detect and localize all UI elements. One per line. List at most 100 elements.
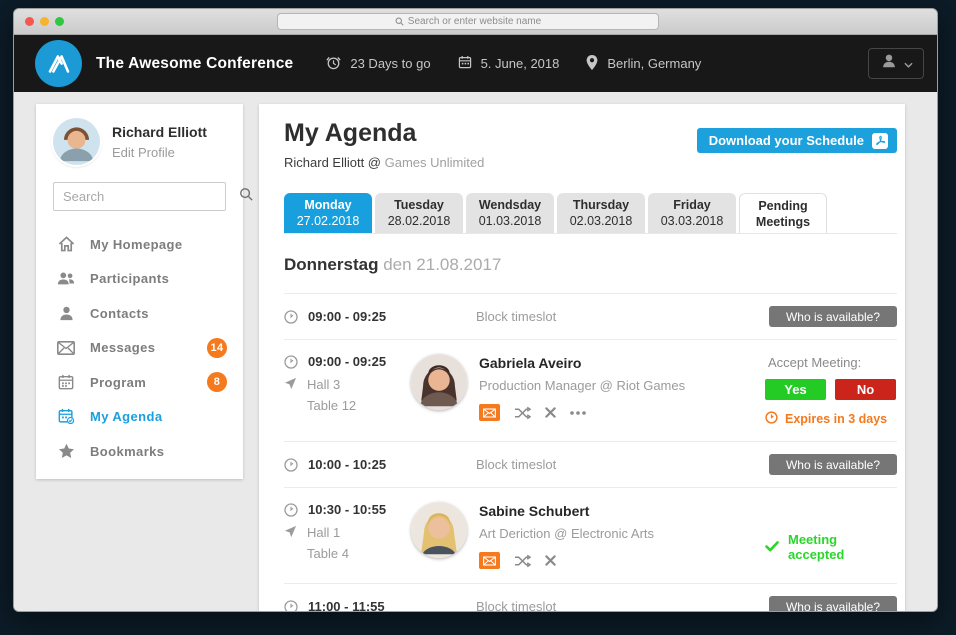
time-range: 10:00 - 10:25 <box>308 457 387 472</box>
sidebar-item-my-homepage[interactable]: My Homepage <box>36 227 243 262</box>
block-timeslot-label: Block timeslot <box>476 309 557 324</box>
clock-icon <box>284 354 298 369</box>
who-is-available-button[interactable]: Who is available? <box>769 306 897 327</box>
tab-date: 03.03.2018 <box>660 214 724 228</box>
clock-icon <box>284 502 298 517</box>
meeting-row: 10:30 - 10:55 Hall 1 Table 4 <box>284 487 897 583</box>
timeslot-row: 10:00 - 10:25 Block timeslot Who is avai… <box>284 441 897 487</box>
agenda-rows: 09:00 - 09:25 Block timeslot Who is avai… <box>284 293 897 611</box>
day-heading: Donnerstag den 21.08.2017 <box>284 255 897 275</box>
timeslot-row: 09:00 - 09:25 Block timeslot Who is avai… <box>284 293 897 339</box>
home-icon <box>57 236 75 252</box>
participant-role: Art Deriction @ Electronic Arts <box>479 526 655 541</box>
tab-day: Monday <box>304 198 352 212</box>
sidebar-item-label: Contacts <box>90 305 149 321</box>
meeting-time-location: 09:00 - 09:25 Hall 3 Table 12 <box>284 354 411 419</box>
chevron-down-icon <box>903 55 913 73</box>
event-location-text: Berlin, Germany <box>607 56 702 71</box>
program-badge: 8 <box>207 372 227 393</box>
page-title: My Agenda <box>284 119 417 147</box>
participant-role: Production Manager @ Riot Games <box>479 378 686 393</box>
sidebar-item-participants[interactable]: Participants <box>36 262 243 297</box>
check-icon <box>765 540 779 555</box>
more-options-icon[interactable] <box>570 410 586 415</box>
sidebar-item-contacts[interactable]: Contacts <box>36 296 243 331</box>
meeting-accepted-text: Meeting accepted <box>788 532 845 562</box>
time-range: 09:00 - 09:25 <box>308 309 387 324</box>
meeting-actions <box>479 552 765 569</box>
send-message-icon[interactable] <box>479 552 500 569</box>
agenda-calendar-check-icon <box>57 408 75 425</box>
subtitle-company: Games Unlimited <box>384 155 485 170</box>
alarm-clock-icon <box>325 54 342 74</box>
sidebar-item-label: Program <box>90 374 147 390</box>
sidebar: Richard Elliott Edit Profile My Homepage <box>36 104 253 479</box>
envelope-icon <box>57 340 75 355</box>
participant-avatar[interactable] <box>411 354 467 410</box>
tab-pending-meetings[interactable]: Pending Meetings <box>739 193 827 233</box>
address-bar[interactable]: Search or enter website name <box>277 13 659 30</box>
tab-monday[interactable]: Monday 27.02.2018 <box>284 193 372 233</box>
tab-friday[interactable]: Friday 03.03.2018 <box>648 193 736 233</box>
sidebar-item-bookmarks[interactable]: Bookmarks <box>36 434 243 469</box>
main-panel: My Agenda Richard Elliott @ Games Unlimi… <box>259 104 905 611</box>
tab-date: 02.03.2018 <box>569 214 633 228</box>
zoom-window-button[interactable] <box>55 17 64 26</box>
meeting-actions <box>479 404 765 421</box>
participant-avatar[interactable] <box>411 502 467 558</box>
cancel-x-icon[interactable] <box>545 407 556 418</box>
contact-icon <box>57 306 75 321</box>
meeting-row: 09:00 - 09:25 Hall 3 Table 12 <box>284 339 897 441</box>
star-icon <box>57 443 75 459</box>
conference-logo-icon[interactable] <box>35 40 82 87</box>
who-is-available-button[interactable]: Who is available? <box>769 454 897 475</box>
sidebar-item-my-agenda[interactable]: My Agenda <box>36 400 243 435</box>
search-icon[interactable] <box>239 187 254 207</box>
minimize-window-button[interactable] <box>40 17 49 26</box>
sidebar-item-messages[interactable]: Messages 14 <box>36 331 243 366</box>
location-pin-icon <box>585 54 599 74</box>
reschedule-shuffle-icon[interactable] <box>514 406 531 420</box>
tab-tuesday[interactable]: Tuesday 28.02.2018 <box>375 193 463 233</box>
cancel-x-icon[interactable] <box>545 555 556 566</box>
edit-profile-link[interactable]: Edit Profile <box>112 145 175 160</box>
accept-no-button[interactable]: No <box>835 379 896 400</box>
profile-avatar[interactable] <box>53 118 100 165</box>
tab-date: Meetings <box>755 214 811 229</box>
participant-name: Sabine Schubert <box>479 503 590 519</box>
meeting-response: Accept Meeting: Yes No Expires in 3 days <box>765 354 897 427</box>
user-menu-button[interactable] <box>868 48 924 79</box>
sidebar-search-input[interactable] <box>63 189 239 204</box>
main-header-text: My Agenda Richard Elliott @ Games Unlimi… <box>284 119 484 170</box>
profile-block: Richard Elliott Edit Profile <box>36 116 243 165</box>
timeslot-time: 11:00 - 11:55 <box>284 599 411 611</box>
tab-thursday[interactable]: Thursday 02.03.2018 <box>557 193 645 233</box>
time-range: 09:00 - 09:25 <box>308 354 387 369</box>
clock-icon <box>284 309 298 324</box>
tab-date: 28.02.2018 <box>387 214 451 228</box>
event-date: 5. June, 2018 <box>457 54 559 73</box>
header-info: 23 Days to go 5. June, 2018 Berlin, Germ… <box>325 54 701 74</box>
tab-day: Thursday <box>572 198 630 212</box>
time-range: 10:30 - 10:55 <box>308 502 387 517</box>
tab-wednesday[interactable]: Wendsday 01.03.2018 <box>466 193 554 233</box>
reschedule-shuffle-icon[interactable] <box>514 554 531 568</box>
user-icon <box>880 52 898 75</box>
sidebar-item-label: My Agenda <box>90 409 163 425</box>
event-location: Berlin, Germany <box>585 54 701 74</box>
sidebar-nav: My Homepage Participants Contacts <box>36 227 243 469</box>
accept-yes-button[interactable]: Yes <box>765 379 826 400</box>
subtitle-name: Richard Elliott @ <box>284 155 382 170</box>
day-heading-date: den 21.08.2017 <box>383 255 502 274</box>
countdown: 23 Days to go <box>325 54 431 74</box>
tab-day: Friday <box>673 198 711 212</box>
send-message-icon[interactable] <box>479 404 500 421</box>
search-icon <box>395 17 404 26</box>
download-schedule-button[interactable]: Download your Schedule <box>696 128 897 153</box>
expires-clock-icon <box>765 411 778 427</box>
sidebar-item-program[interactable]: Program 8 <box>36 365 243 400</box>
close-window-button[interactable] <box>25 17 34 26</box>
who-is-available-button[interactable]: Who is available? <box>769 596 897 611</box>
address-bar-placeholder: Search or enter website name <box>407 16 542 27</box>
app-body: Richard Elliott Edit Profile My Homepage <box>14 92 937 611</box>
